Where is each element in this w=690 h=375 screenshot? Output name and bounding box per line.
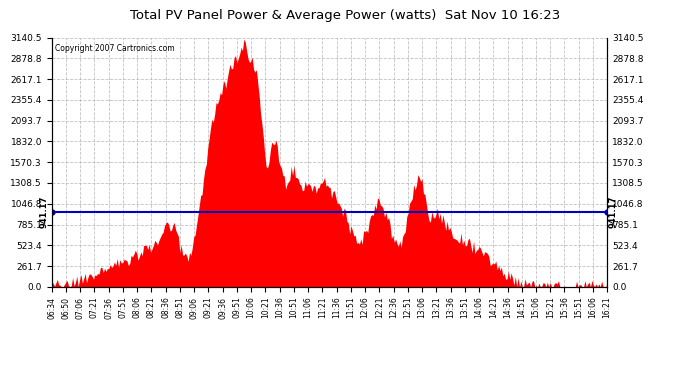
Text: 941.17: 941.17 (609, 196, 618, 228)
Text: 941.17: 941.17 (40, 196, 49, 228)
Text: Copyright 2007 Cartronics.com: Copyright 2007 Cartronics.com (55, 44, 174, 53)
Text: Total PV Panel Power & Average Power (watts)  Sat Nov 10 16:23: Total PV Panel Power & Average Power (wa… (130, 9, 560, 22)
